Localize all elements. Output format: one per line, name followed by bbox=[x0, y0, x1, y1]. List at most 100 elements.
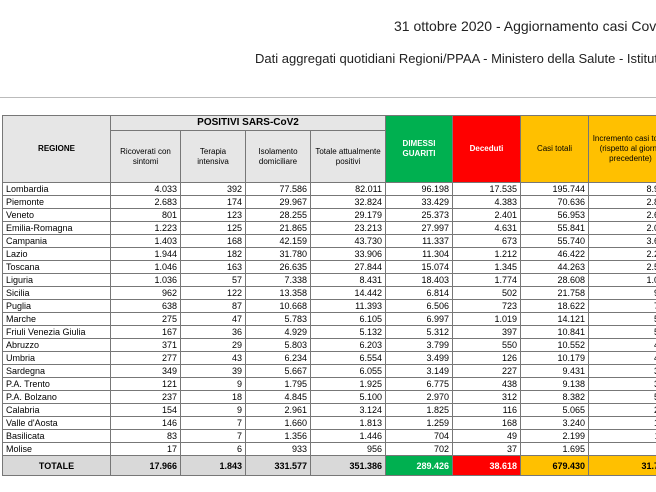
cell: 1.046 bbox=[110, 260, 181, 274]
cell: 390 bbox=[588, 377, 656, 391]
cell: 36 bbox=[180, 325, 246, 339]
cell: 168 bbox=[452, 416, 521, 430]
cell: 21.758 bbox=[520, 286, 589, 300]
cell: 27.997 bbox=[385, 221, 453, 235]
cell: 9.431 bbox=[520, 364, 589, 378]
region-name: Campania bbox=[2, 234, 111, 248]
cell: 5.100 bbox=[310, 390, 386, 404]
cell: 1.660 bbox=[245, 416, 311, 430]
cell: 4.845 bbox=[245, 390, 311, 404]
cell: 17.535 bbox=[452, 182, 521, 196]
cell: 277 bbox=[110, 351, 181, 365]
cell: 11.304 bbox=[385, 247, 453, 261]
cell: 168 bbox=[180, 234, 246, 248]
header-row: REGIONE POSITIVI SARS-CoV2 DIMESSI GUARITI… bbox=[2, 115, 656, 183]
cell: 6.506 bbox=[385, 299, 453, 313]
cell: 2.970 bbox=[385, 390, 453, 404]
region-name: Lombardia bbox=[2, 182, 111, 196]
cell: 8.382 bbox=[520, 390, 589, 404]
cell: 82.011 bbox=[310, 182, 386, 196]
cell: 6.234 bbox=[245, 351, 311, 365]
column-header: DIMESSI GUARITI bbox=[385, 115, 453, 183]
cell: 42.159 bbox=[245, 234, 311, 248]
cell: 1.695 bbox=[520, 442, 589, 456]
cell: 673 bbox=[452, 234, 521, 248]
column-header: Ricoverati con sintomi bbox=[110, 130, 181, 183]
cell: 325 bbox=[588, 364, 656, 378]
cell: 2.540 bbox=[588, 260, 656, 274]
cell: 104 bbox=[588, 416, 656, 430]
cell: 502 bbox=[452, 286, 521, 300]
header-row: Ricoverati con sintomi Terapia intensiva I… bbox=[3, 130, 656, 183]
region-name: Piemonte bbox=[2, 195, 111, 209]
region-name: Umbria bbox=[2, 351, 111, 365]
cell: 952 bbox=[588, 286, 656, 300]
total-row: TOTALE 17.966 1.843 331.577 351.386 289.426 38… bbox=[2, 455, 656, 476]
region-name: Veneto bbox=[2, 208, 111, 222]
cell: 6.814 bbox=[385, 286, 453, 300]
cell: 450 bbox=[588, 338, 656, 352]
cell: 10.841 bbox=[520, 325, 589, 339]
cell: 15.074 bbox=[385, 260, 453, 274]
cell: 6 bbox=[180, 442, 246, 456]
cell: 1.825 bbox=[385, 403, 453, 417]
cell: 526 bbox=[588, 325, 656, 339]
region-name: Puglia bbox=[2, 299, 111, 313]
cell: 4.929 bbox=[245, 325, 311, 339]
cell: 275 bbox=[110, 312, 181, 326]
cell: 17 bbox=[110, 442, 181, 456]
cell: 11.337 bbox=[385, 234, 453, 248]
total-cell: 331.577 bbox=[245, 455, 311, 476]
cell: 121 bbox=[110, 377, 181, 391]
cell: 702 bbox=[385, 442, 453, 456]
cell: 3.149 bbox=[385, 364, 453, 378]
region-name: Sardegna bbox=[2, 364, 111, 378]
cell: 397 bbox=[452, 325, 521, 339]
table-row: P.A. Bolzano 237 18 4.845 5.100 2.970 312 8.382… bbox=[2, 390, 656, 404]
table-row: Toscana 1.046 163 26.635 27.844 15.074 1.345 44… bbox=[2, 260, 656, 274]
cell: 4.033 bbox=[110, 182, 181, 196]
cell: 87 bbox=[180, 299, 246, 313]
cell: 1.813 bbox=[310, 416, 386, 430]
cell: 2.046 bbox=[588, 221, 656, 235]
column-header: Incremento casi totali (rispetto al gior… bbox=[588, 115, 656, 183]
total-cell: 31.758 bbox=[588, 455, 656, 476]
cell: 1.925 bbox=[310, 377, 386, 391]
cell: 1.259 bbox=[385, 416, 453, 430]
cell: 195.744 bbox=[520, 182, 589, 196]
cell: 1.795 bbox=[245, 377, 311, 391]
cell: 312 bbox=[452, 390, 521, 404]
subtitle: Dati aggregati quotidiani Regioni/PPAA -… bbox=[255, 51, 656, 66]
group-header: POSITIVI SARS-CoV2 bbox=[110, 115, 386, 131]
cell: 57 bbox=[180, 273, 246, 287]
cell: 1.403 bbox=[110, 234, 181, 248]
cell: 349 bbox=[110, 364, 181, 378]
cell: 5.132 bbox=[310, 325, 386, 339]
cell: 956 bbox=[310, 442, 386, 456]
cell: 46.422 bbox=[520, 247, 589, 261]
cell: 167 bbox=[110, 325, 181, 339]
cell: 70.636 bbox=[520, 195, 589, 209]
cell: 26.635 bbox=[245, 260, 311, 274]
region-name: Abruzzo bbox=[2, 338, 111, 352]
cell: 123 bbox=[180, 208, 246, 222]
cell: 182 bbox=[180, 247, 246, 261]
cell: 1.446 bbox=[310, 429, 386, 443]
cell: 8.431 bbox=[310, 273, 386, 287]
table-row: Lombardia 4.033 392 77.586 82.011 96.198 17.53… bbox=[2, 182, 656, 196]
cell: 371 bbox=[110, 338, 181, 352]
cell: 1.356 bbox=[245, 429, 311, 443]
cell: 5.667 bbox=[245, 364, 311, 378]
cell: 7 bbox=[180, 429, 246, 443]
cell: 11.393 bbox=[310, 299, 386, 313]
cell: 483 bbox=[588, 351, 656, 365]
cell: 962 bbox=[110, 286, 181, 300]
cell: 25.373 bbox=[385, 208, 453, 222]
column-header: Isolamento domiciliare bbox=[245, 130, 311, 183]
cell: 227 bbox=[452, 364, 521, 378]
